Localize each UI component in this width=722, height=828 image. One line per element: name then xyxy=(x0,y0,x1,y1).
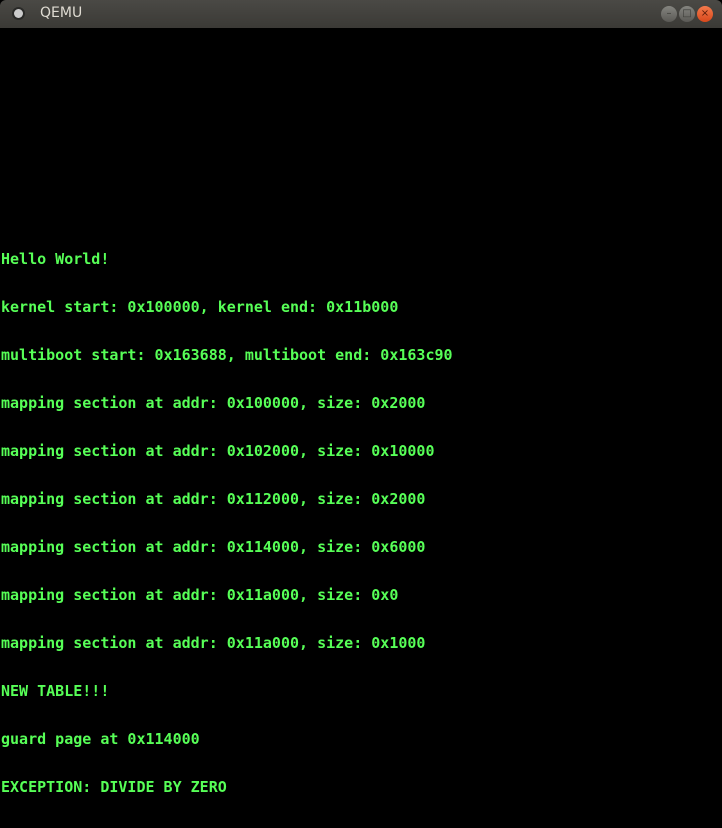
console-line: mapping section at addr: 0x11a000, size:… xyxy=(1,634,426,652)
title-bar[interactable]: QEMU – □ × xyxy=(0,0,722,28)
minimize-icon: – xyxy=(666,8,672,19)
window-title: QEMU xyxy=(40,5,83,21)
console-line: multiboot start: 0x163688, multiboot end… xyxy=(1,346,453,364)
qemu-app-icon xyxy=(14,9,23,18)
console-line: guard page at 0x114000 xyxy=(1,730,200,748)
close-button[interactable]: × xyxy=(697,6,713,22)
vm-display[interactable]: Hello World! kernel start: 0x100000, ker… xyxy=(0,28,722,795)
console-output: Hello World! kernel start: 0x100000, ker… xyxy=(1,219,453,827)
console-line: mapping section at addr: 0x102000, size:… xyxy=(1,442,435,460)
maximize-icon: □ xyxy=(682,8,692,19)
console-line: kernel start: 0x100000, kernel end: 0x11… xyxy=(1,298,399,316)
close-icon: × xyxy=(700,8,710,19)
maximize-button[interactable]: □ xyxy=(679,6,695,22)
console-line: Hello World! xyxy=(1,250,110,268)
console-line: mapping section at addr: 0x100000, size:… xyxy=(1,394,426,412)
console-line: mapping section at addr: 0x11a000, size:… xyxy=(1,586,399,604)
console-line: NEW TABLE!!! xyxy=(1,682,110,700)
console-line: mapping section at addr: 0x112000, size:… xyxy=(1,490,426,508)
console-line: mapping section at addr: 0x114000, size:… xyxy=(1,538,426,556)
console-line: EXCEPTION: DIVIDE BY ZERO xyxy=(1,778,227,796)
minimize-button[interactable]: – xyxy=(661,6,677,22)
